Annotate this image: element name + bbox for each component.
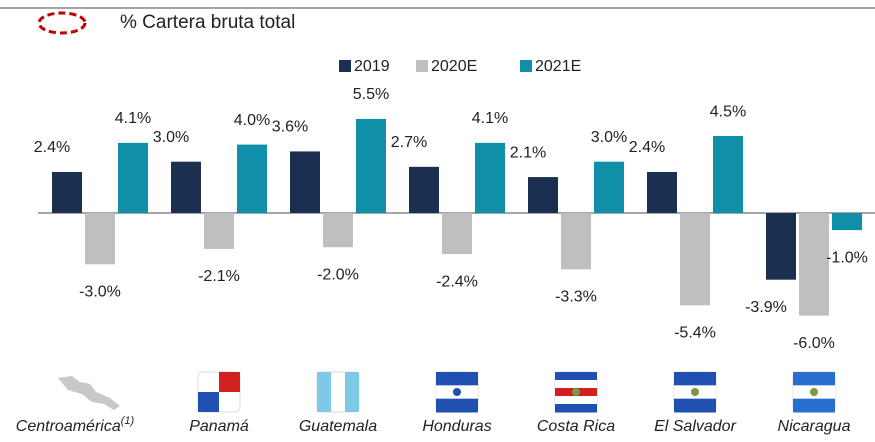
legend-swatch [416,60,428,72]
bar [799,213,829,316]
bar [356,118,386,213]
footnote-mark: (1) [121,415,135,427]
bar [680,213,710,306]
x-tick-label: Costa Rica [537,418,615,435]
category-name: Nicaragua [778,418,851,435]
flag-part [674,398,716,413]
value-label: 3.0% [591,129,627,146]
chart-title: % Cartera bruta total [120,12,295,33]
value-label: -3.9% [745,299,787,316]
bar [85,213,115,265]
flag-emblem [572,388,580,396]
bar [561,213,591,270]
value-label: -2.0% [317,266,359,283]
bar [237,144,267,213]
flag [197,371,241,413]
flag-part [555,372,597,381]
value-label: 2.7% [391,134,427,151]
value-label: -3.3% [555,289,597,306]
category-name: Centroamérica [16,418,121,435]
title-icon [37,11,87,35]
value-label: 3.6% [272,119,308,136]
legend-label: 2020E [431,58,477,75]
value-label: 2.1% [510,144,546,161]
category-name: Honduras [422,418,491,435]
bar [290,151,320,213]
bar [323,213,353,248]
bar [204,213,234,249]
bar [171,161,201,213]
region-map [58,376,120,410]
x-tick-label: El Salvador [654,418,736,435]
flag-part [674,372,716,386]
flag-part [198,392,219,412]
legend-swatch [520,60,532,72]
value-label: 2.4% [629,139,665,156]
flag-part [555,404,597,413]
category-name: Guatemala [299,418,377,435]
bar [594,161,624,213]
value-label: 4.1% [472,110,508,127]
bar [52,171,82,213]
flag-emblem [453,388,461,396]
bar [766,213,796,280]
flag [673,371,717,413]
flag [554,371,598,413]
legend-label: 2021E [535,58,581,75]
flag-emblem [810,388,818,396]
flag-part [555,396,597,405]
value-label: -6.0% [793,335,835,352]
bar [118,142,148,213]
x-tick-label: Centroamérica(1) [16,415,135,435]
value-label: -3.0% [79,284,121,301]
flag-part [555,380,597,389]
bar [409,166,439,213]
flag-part [345,372,359,412]
flag-part [436,398,478,413]
flag [316,371,360,413]
bar [832,213,862,231]
value-label: 2.4% [34,139,70,156]
x-tick-label: Honduras [422,418,491,435]
legend-label: 2019 [354,58,390,75]
flag [792,371,836,413]
value-label: -5.4% [674,325,716,342]
flag-part [793,372,835,386]
category-name: El Salvador [654,418,736,435]
bar [647,171,677,213]
value-label: 3.0% [153,129,189,146]
legend-swatch [339,60,351,72]
value-label: -1.0% [826,249,868,266]
flag-emblem [691,388,699,396]
flag [435,371,479,413]
value-label: 4.5% [710,103,746,120]
flag-part [436,372,478,386]
x-tick-label: Nicaragua [778,418,851,435]
x-tick-label: Guatemala [299,418,377,435]
bar [713,136,743,213]
bar [528,177,558,213]
value-label: -2.4% [436,273,478,290]
value-label: -2.1% [198,268,240,285]
bar [442,213,472,255]
value-label: 5.5% [353,86,389,103]
value-label: 4.1% [115,110,151,127]
category-name: Costa Rica [537,418,615,435]
flag-part [219,372,240,392]
flag-part [793,398,835,413]
x-tick-label: Panamá [189,418,249,435]
category-name: Panamá [189,418,249,435]
bar [475,142,505,213]
value-label: 4.0% [234,112,270,129]
flag-part [317,372,331,412]
